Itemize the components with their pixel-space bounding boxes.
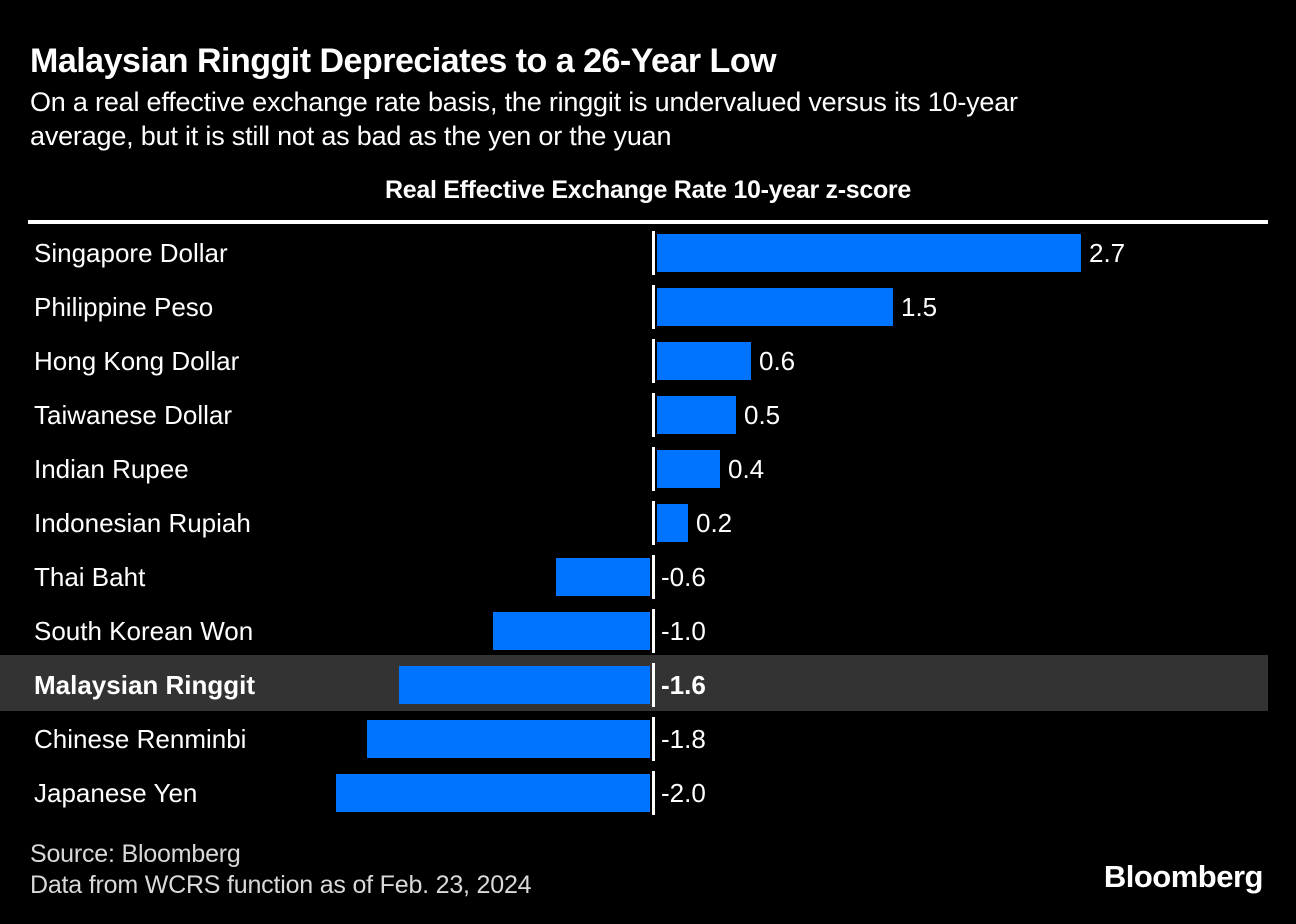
chart-row: Taiwanese Dollar 0.5 <box>0 388 1296 442</box>
zero-baseline-tick <box>652 447 655 491</box>
value-label: 0.2 <box>696 508 733 538</box>
chart-row: Indonesian Rupiah 0.2 <box>0 496 1296 550</box>
value-label: 0.6 <box>759 346 796 376</box>
category-label: Indonesian Rupiah <box>34 508 251 538</box>
category-label: South Korean Won <box>34 616 254 646</box>
bloomberg-logo: Bloomberg <box>1103 859 1264 894</box>
value-label: 0.4 <box>728 454 765 484</box>
chart-row: Thai Baht -0.6 <box>0 550 1296 604</box>
category-label: Malaysian Ringgit <box>34 670 256 700</box>
category-label: Taiwanese Dollar <box>34 400 232 430</box>
chart-row: Malaysian Ringgit -1.6 <box>0 655 1296 712</box>
bar <box>657 234 1081 272</box>
zero-baseline-tick <box>652 609 655 653</box>
category-label: Philippine Peso <box>34 292 214 322</box>
subtitle-line-1: On a real effective exchange rate basis,… <box>30 87 1018 117</box>
bar <box>399 666 650 704</box>
zero-baseline-tick <box>652 717 655 761</box>
bar <box>556 558 650 596</box>
chart-row: Chinese Renminbi -1.8 <box>0 712 1296 766</box>
zero-baseline-tick <box>652 339 655 383</box>
value-label: -1.6 <box>661 670 706 700</box>
footer: Source: Bloomberg Data from WCRS functio… <box>30 839 532 901</box>
zero-baseline-tick <box>652 501 655 545</box>
chart-rows: Singapore Dollar 2.7 Philippine Peso 1.5 Hon… <box>0 226 1296 820</box>
bar <box>657 450 720 488</box>
zero-baseline-tick <box>652 663 655 707</box>
zero-baseline-tick <box>652 231 655 275</box>
chart-row: Indian Rupee 0.4 <box>0 442 1296 496</box>
bar <box>493 612 650 650</box>
subtitle-line-2: average, but it is still not as bad as t… <box>30 121 672 151</box>
category-label: Chinese Renminbi <box>34 724 247 754</box>
zero-baseline-tick <box>652 555 655 599</box>
figure-subtitle: On a real effective exchange rate basis,… <box>30 85 1018 153</box>
chart-top-rule <box>28 220 1268 224</box>
zero-baseline-tick <box>652 771 655 815</box>
chart-row: South Korean Won -1.0 <box>0 604 1296 658</box>
bar <box>657 342 751 380</box>
chart-title: Real Effective Exchange Rate 10-year z-s… <box>385 176 911 204</box>
value-label: -1.8 <box>661 724 706 754</box>
category-label: Singapore Dollar <box>34 238 228 268</box>
value-label: -2.0 <box>661 778 706 808</box>
bar <box>657 288 893 326</box>
category-label: Hong Kong Dollar <box>34 346 240 376</box>
category-label: Thai Baht <box>34 562 146 592</box>
chart-row: Hong Kong Dollar 0.6 <box>0 334 1296 388</box>
value-label: -1.0 <box>661 616 706 646</box>
value-label: 0.5 <box>744 400 781 430</box>
chart-row: Singapore Dollar 2.7 <box>0 226 1296 280</box>
bar <box>657 504 688 542</box>
data-note: Data from WCRS function as of Feb. 23, 2… <box>30 871 532 899</box>
chart-row: Philippine Peso 1.5 <box>0 280 1296 334</box>
chart-row: Japanese Yen -2.0 <box>0 766 1296 820</box>
zero-baseline-tick <box>652 393 655 437</box>
value-label: 1.5 <box>901 292 938 322</box>
figure-title: Malaysian Ringgit Depreciates to a 26-Ye… <box>30 42 777 80</box>
bar <box>657 396 736 434</box>
source-note: Source: Bloomberg <box>30 840 241 868</box>
zero-baseline-tick <box>652 285 655 329</box>
value-label: 2.7 <box>1089 238 1126 268</box>
bar <box>336 774 650 812</box>
category-label: Indian Rupee <box>34 454 189 484</box>
bar <box>367 720 650 758</box>
value-label: -0.6 <box>661 562 706 592</box>
category-label: Japanese Yen <box>34 778 198 808</box>
